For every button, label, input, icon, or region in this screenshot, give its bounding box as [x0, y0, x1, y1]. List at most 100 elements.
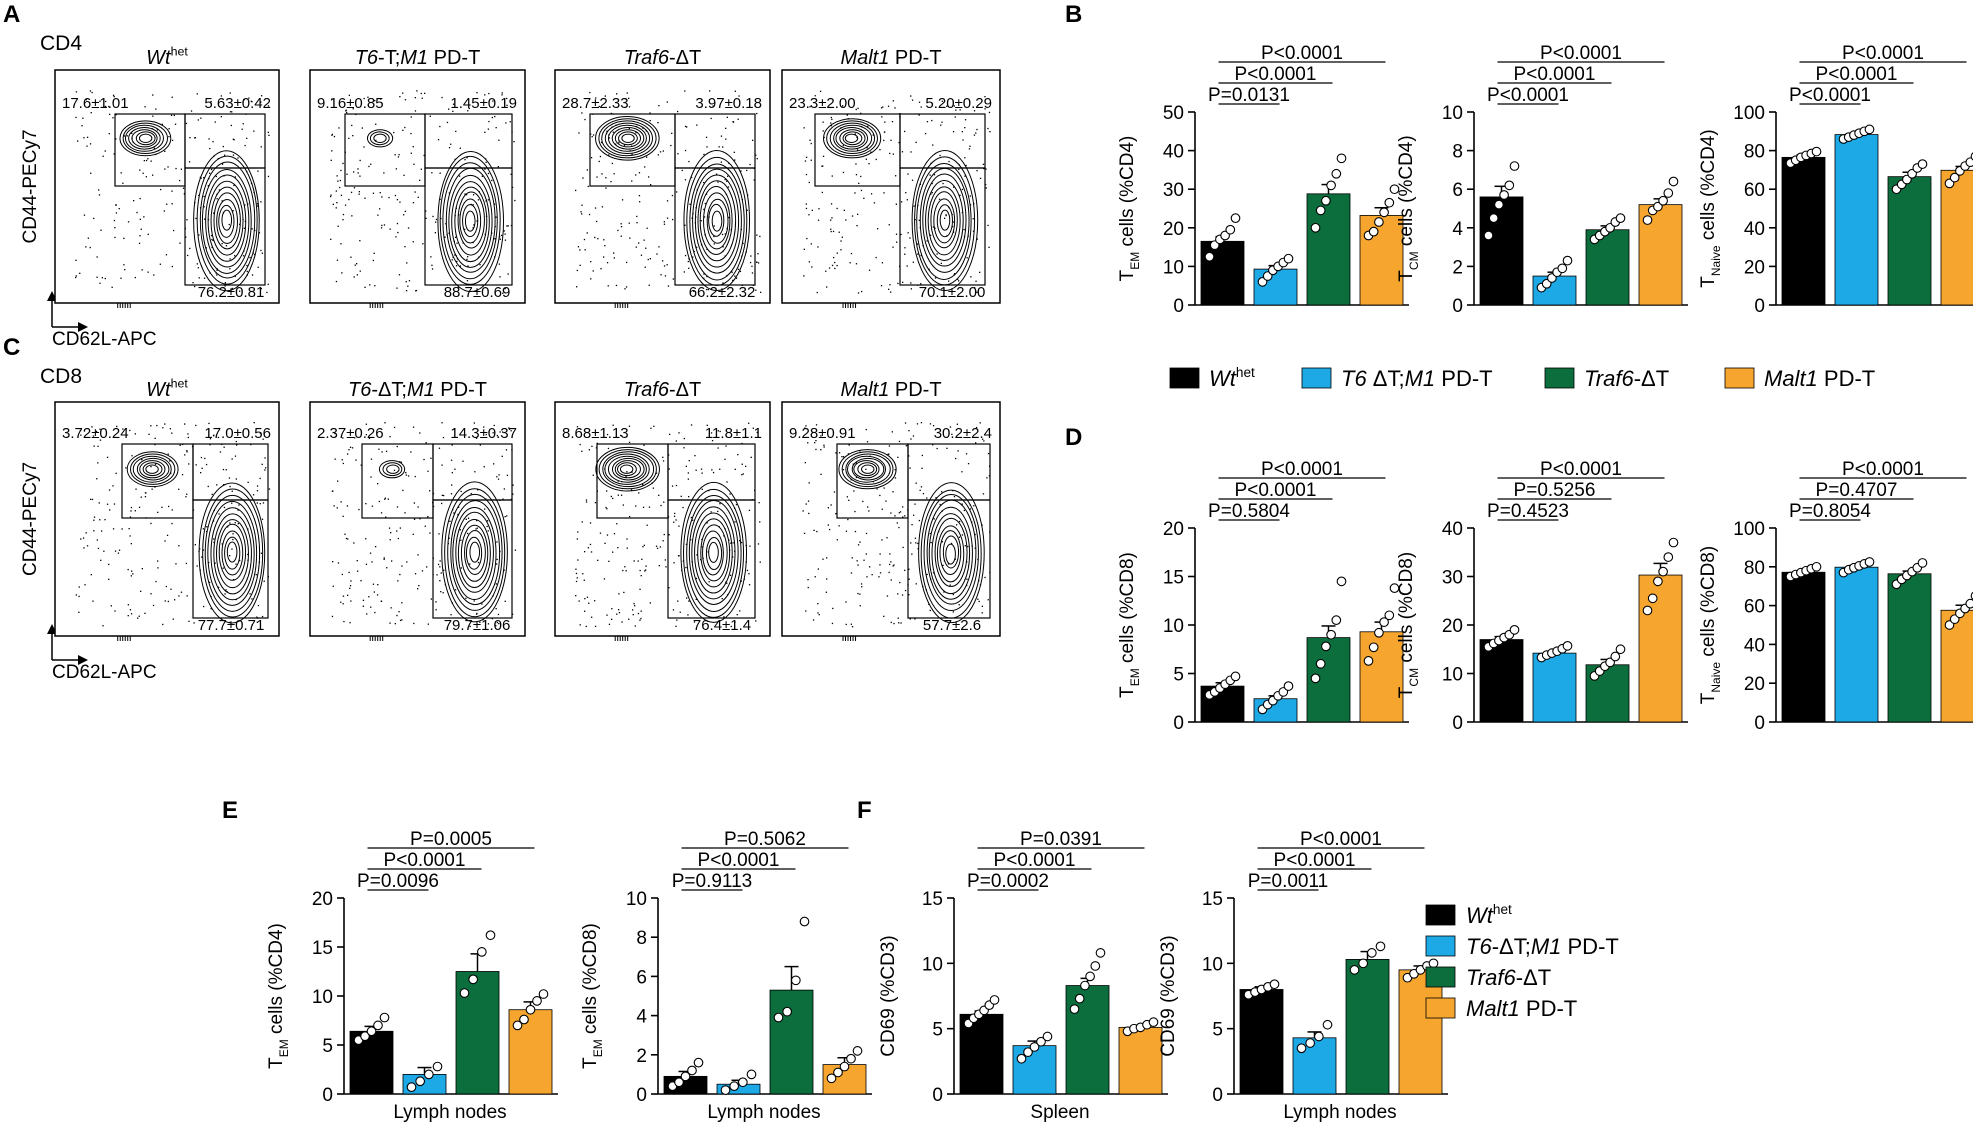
- flow-event-dot: [399, 527, 401, 529]
- y-tick-label: 20: [1442, 616, 1463, 637]
- flow-event-dot: [638, 242, 640, 244]
- flow-event-dot: [475, 613, 478, 615]
- data-point: [1095, 948, 1106, 958]
- flow-event-dot: [626, 547, 628, 549]
- data-point: [693, 1057, 704, 1068]
- flow-event-dot: [484, 131, 486, 133]
- data-point: [790, 975, 801, 986]
- flow-event-dot: [653, 425, 655, 427]
- flow-event-dot: [349, 585, 352, 587]
- flow-event-dot: [491, 618, 493, 620]
- flow-event-dot: [153, 274, 155, 276]
- x-axis-label: Spleen: [1030, 1102, 1089, 1123]
- data-point: [1562, 255, 1573, 266]
- flow-contour-ring: [199, 161, 256, 279]
- flow-event-dot: [99, 282, 101, 284]
- flow-event-dot: [748, 584, 751, 586]
- flow-event-dot: [429, 490, 431, 492]
- flow-event-dot: [652, 487, 654, 489]
- flow-event-dot: [249, 256, 251, 259]
- flow-event-dot: [343, 620, 345, 623]
- flow-contour-ring: [838, 449, 897, 490]
- flow-event-dot: [954, 116, 956, 118]
- flow-event-dot: [396, 614, 398, 617]
- flow-event-dot: [246, 270, 248, 273]
- data-point: [799, 916, 810, 927]
- flow-event-dot: [502, 431, 504, 433]
- flow-event-dot: [879, 564, 881, 566]
- flow-event-dot: [250, 100, 252, 102]
- flow-event-dot: [84, 584, 86, 586]
- flow-event-dot: [643, 239, 645, 241]
- flow-event-dot: [979, 177, 982, 179]
- flow-event-dot: [926, 573, 928, 576]
- flow-event-dot: [99, 100, 101, 102]
- flow-event-dot: [453, 512, 455, 514]
- flow-event-dot: [498, 263, 500, 265]
- flow-contour-ring: [437, 151, 505, 293]
- flow-event-dot: [385, 516, 387, 518]
- flow-event-dot: [247, 553, 249, 556]
- flow-event-dot: [256, 203, 259, 205]
- flow-event-dot: [115, 212, 118, 214]
- gate-central-memory: [674, 113, 756, 169]
- data-point: [532, 996, 542, 1006]
- flow-event-dot: [459, 147, 461, 149]
- flow-event-dot: [984, 576, 986, 579]
- legend-entry-wt: Wthet: [1169, 365, 1255, 391]
- flow-event-dot: [108, 563, 110, 566]
- flow-event-dot: [594, 600, 596, 602]
- flow-contour-ring: [132, 455, 172, 483]
- flow-event-dot: [673, 521, 675, 523]
- flow-event-dot: [441, 494, 443, 496]
- gate-value-naive: 70.1±2.00: [919, 284, 986, 301]
- flow-event-dot: [904, 515, 906, 517]
- bar-t6m1: [1834, 566, 1879, 723]
- flow-event-dot: [203, 206, 205, 208]
- flow-event-dot: [349, 587, 351, 589]
- flow-event-dot: [381, 224, 383, 227]
- flow-event-dot: [669, 433, 671, 435]
- flow-event-dot: [86, 545, 89, 547]
- flow-event-dot: [114, 236, 116, 239]
- flow-event-dot: [352, 108, 354, 110]
- flow-contour-ring: [933, 198, 956, 244]
- flow-event-dot: [694, 455, 696, 457]
- flow-event-dot: [396, 530, 398, 532]
- flow-event-dot: [420, 92, 422, 95]
- gate-central-memory: [907, 443, 991, 501]
- flow-event-dot: [167, 166, 169, 168]
- flow-event-dot: [847, 453, 850, 455]
- flow-contour-ring: [122, 122, 169, 155]
- flow-event-dot: [140, 590, 142, 592]
- flow-event-dot: [908, 594, 910, 596]
- flow-event-dot: [807, 500, 810, 502]
- flow-event-dot: [502, 498, 504, 500]
- flow-event-dot: [655, 545, 658, 547]
- flow-contour-ring: [221, 530, 244, 576]
- flow-event-dot: [229, 258, 231, 260]
- flow-event-dot: [621, 199, 624, 201]
- flow-event-dot: [683, 271, 685, 273]
- flow-event-dot: [83, 547, 85, 549]
- flow-event-dot: [975, 132, 977, 134]
- flow-event-dot: [465, 597, 467, 599]
- flow-event-dot: [910, 288, 912, 290]
- flow-event-dot: [870, 193, 873, 195]
- legend-entry-malt1: Malt1 PD-T: [1425, 996, 1577, 1021]
- flow-event-dot: [505, 122, 507, 124]
- flow-event-dot: [719, 503, 721, 505]
- flow-event-dot: [842, 105, 844, 107]
- flow-event-dot: [726, 180, 728, 182]
- data-point: [674, 1077, 684, 1088]
- bar-traf6: [1345, 959, 1390, 1095]
- flow-event-dot: [588, 213, 591, 216]
- flow-event-dot: [728, 216, 730, 219]
- flow-ticks: [117, 303, 131, 308]
- data-point: [1499, 190, 1509, 200]
- flow-event-dot: [359, 159, 361, 162]
- flow-event-dot: [685, 543, 688, 545]
- flow-event-dot: [690, 516, 692, 519]
- flow-event-dot: [658, 105, 660, 107]
